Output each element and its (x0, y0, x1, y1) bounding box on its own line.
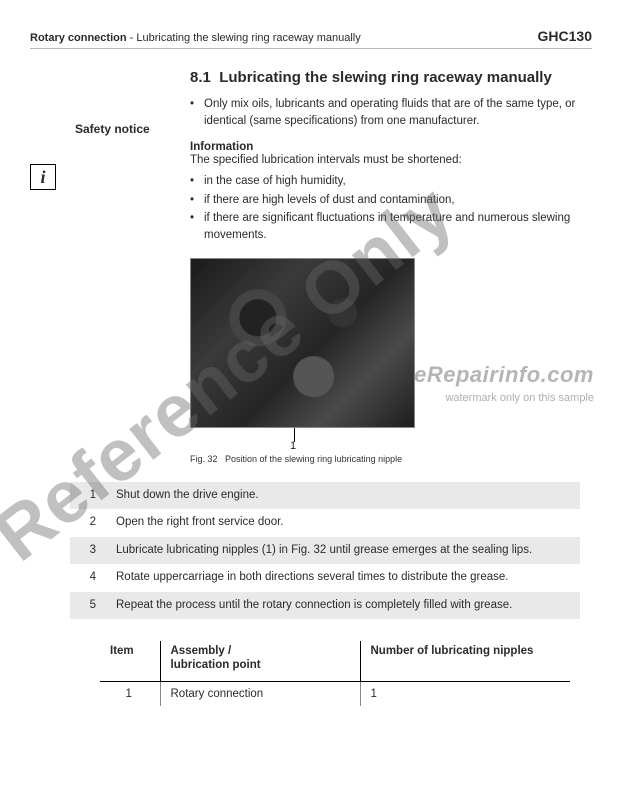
breadcrumb-main: Rotary connection (30, 32, 127, 44)
safety-notice-label: Safety notice (75, 122, 150, 136)
section-title-text: Lubricating the slewing ring raceway man… (219, 69, 552, 86)
figure-callout: 1 (290, 430, 592, 452)
section-heading: 8.1 Lubricating the slewing ring raceway… (190, 69, 592, 86)
info-icon: i (30, 164, 56, 190)
safety-bullet: Only mix oils, lubricants and operating … (190, 96, 592, 129)
step-num: 1 (70, 482, 106, 510)
model-code: GHC130 (538, 28, 592, 44)
information-intro: The specified lubrication intervals must… (190, 153, 592, 169)
assembly-table: Item Assembly / lubrication point Number… (100, 641, 570, 706)
col-assembly: Assembly / lubrication point (160, 641, 360, 681)
assembly-item: 1 (100, 681, 160, 706)
step-text: Lubricate lubricating nipples (1) in Fig… (106, 537, 580, 565)
step-text: Open the right front service door. (106, 509, 580, 537)
table-row: 5Repeat the process until the rotary con… (70, 592, 580, 620)
assembly-row: 1 Rotary connection 1 (100, 681, 570, 706)
info-bullet: if there are significant fluctuations in… (190, 210, 592, 243)
section-number: 8.1 (190, 69, 211, 86)
assembly-name: Rotary connection (160, 681, 360, 706)
table-row: 1Shut down the drive engine. (70, 482, 580, 510)
page-header: Rotary connection - Lubricating the slew… (30, 28, 592, 49)
step-text: Repeat the process until the rotary conn… (106, 592, 580, 620)
col-item: Item (100, 641, 160, 681)
step-text: Rotate uppercarriage in both directions … (106, 564, 580, 592)
breadcrumb: Rotary connection - Lubricating the slew… (30, 32, 361, 44)
table-row: 4Rotate uppercarriage in both directions… (70, 564, 580, 592)
information-title: Information (190, 141, 592, 153)
figure-caption: Fig. 32 Position of the slewing ring lub… (190, 454, 592, 464)
info-icon-glyph: i (40, 167, 45, 188)
figure-image (190, 258, 415, 428)
info-bullet: if there are high levels of dust and con… (190, 192, 592, 209)
safety-bullets: Only mix oils, lubricants and operating … (190, 96, 592, 129)
callout-number: 1 (290, 440, 296, 452)
assembly-header-row: Item Assembly / lubrication point Number… (100, 641, 570, 681)
breadcrumb-sub: Lubricating the slewing ring raceway man… (136, 32, 360, 44)
figure-caption-text: Position of the slewing ring lubricating… (225, 454, 402, 464)
information-bullets: in the case of high humidity, if there a… (190, 173, 592, 244)
step-num: 4 (70, 564, 106, 592)
table-row: 2Open the right front service door. (70, 509, 580, 537)
assembly-count: 1 (360, 681, 570, 706)
figure-caption-prefix: Fig. 32 (190, 454, 218, 464)
step-num: 5 (70, 592, 106, 620)
step-num: 2 (70, 509, 106, 537)
figure-block: 1 Fig. 32 Position of the slewing ring l… (190, 258, 592, 464)
step-num: 3 (70, 537, 106, 565)
step-text: Shut down the drive engine. (106, 482, 580, 510)
info-bullet: in the case of high humidity, (190, 173, 592, 190)
table-row: 3Lubricate lubricating nipples (1) in Fi… (70, 537, 580, 565)
breadcrumb-sep: - (127, 32, 137, 44)
col-count: Number of lubricating nipples (360, 641, 570, 681)
steps-table: 1Shut down the drive engine. 2Open the r… (70, 482, 580, 620)
